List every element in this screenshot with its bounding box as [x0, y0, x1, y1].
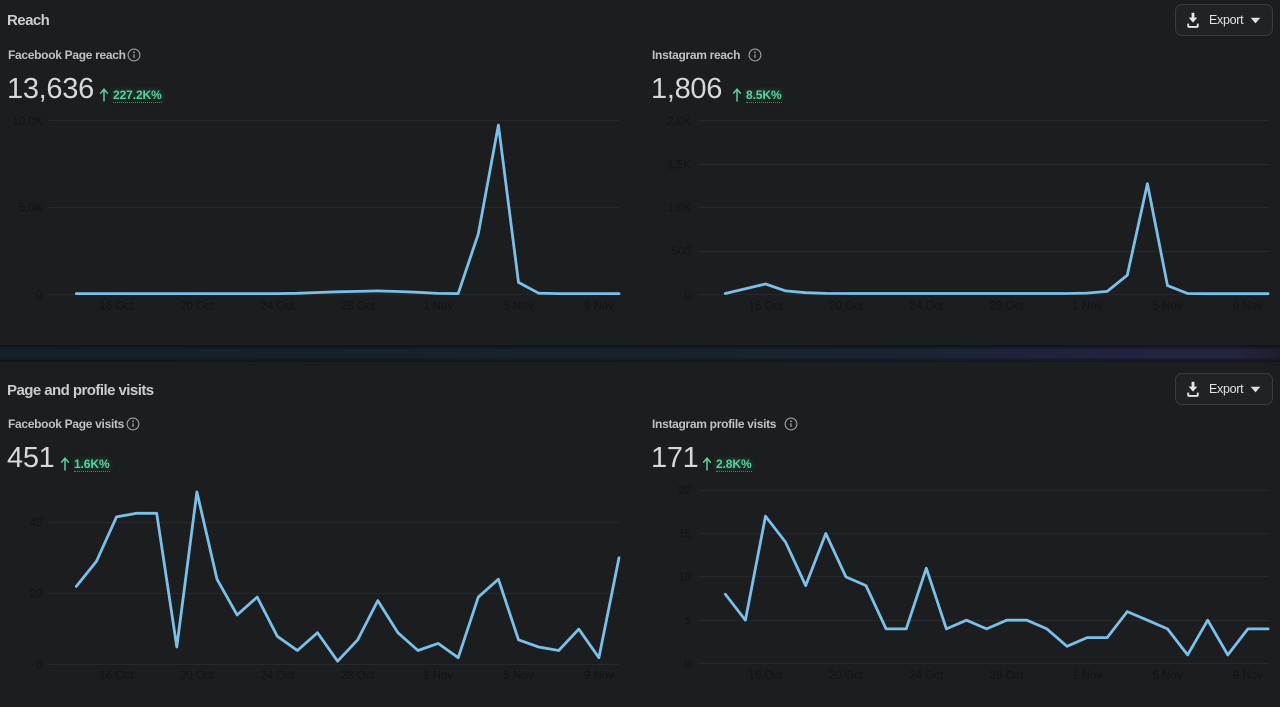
svg-text:24 Oct: 24 Oct	[909, 301, 944, 313]
svg-text:500: 500	[672, 246, 691, 258]
svg-text:20: 20	[30, 589, 43, 601]
svg-text:5 Nov: 5 Nov	[1152, 301, 1182, 313]
svg-text:24 Oct: 24 Oct	[909, 670, 944, 682]
svg-text:5 Nov: 5 Nov	[503, 301, 533, 313]
svg-text:1.5K: 1.5K	[667, 159, 691, 171]
svg-text:24 Oct: 24 Oct	[260, 301, 295, 313]
svg-text:1.0K: 1.0K	[667, 203, 691, 215]
svg-text:16 Oct: 16 Oct	[100, 670, 135, 682]
svg-text:1 Nov: 1 Nov	[1072, 301, 1102, 313]
svg-text:0: 0	[36, 660, 42, 672]
svg-text:40: 40	[30, 517, 43, 529]
svg-text:0: 0	[685, 289, 691, 301]
svg-text:0: 0	[685, 659, 691, 671]
svg-text:9 Nov: 9 Nov	[584, 301, 614, 313]
svg-text:20 Oct: 20 Oct	[180, 670, 215, 682]
svg-text:5: 5	[685, 615, 691, 627]
svg-text:20 Oct: 20 Oct	[180, 301, 215, 313]
svg-text:15: 15	[678, 529, 691, 541]
svg-text:1 Nov: 1 Nov	[1072, 670, 1102, 682]
svg-text:28 Oct: 28 Oct	[990, 670, 1025, 682]
svg-text:20 Oct: 20 Oct	[829, 670, 864, 682]
svg-text:20: 20	[678, 485, 691, 497]
svg-text:5.0K: 5.0K	[19, 203, 43, 215]
svg-text:0: 0	[36, 290, 42, 302]
svg-text:1 Nov: 1 Nov	[423, 670, 453, 682]
svg-text:28 Oct: 28 Oct	[341, 301, 376, 313]
svg-text:16 Oct: 16 Oct	[749, 670, 784, 682]
svg-text:2.0K: 2.0K	[667, 116, 691, 128]
svg-text:16 Oct: 16 Oct	[749, 301, 784, 313]
svg-text:9 Nov: 9 Nov	[1233, 670, 1263, 682]
svg-text:9 Nov: 9 Nov	[584, 670, 614, 682]
svg-text:1 Nov: 1 Nov	[423, 301, 453, 313]
svg-text:28 Oct: 28 Oct	[341, 670, 376, 682]
svg-text:20 Oct: 20 Oct	[829, 301, 864, 313]
svg-text:16 Oct: 16 Oct	[100, 301, 135, 313]
svg-text:10.0K: 10.0K	[12, 116, 42, 128]
svg-text:5 Nov: 5 Nov	[1152, 670, 1182, 682]
svg-text:28 Oct: 28 Oct	[990, 301, 1025, 313]
svg-text:5 Nov: 5 Nov	[503, 670, 533, 682]
svg-text:9 Nov: 9 Nov	[1233, 301, 1263, 313]
svg-text:24 Oct: 24 Oct	[260, 670, 295, 682]
svg-text:10: 10	[678, 572, 691, 584]
